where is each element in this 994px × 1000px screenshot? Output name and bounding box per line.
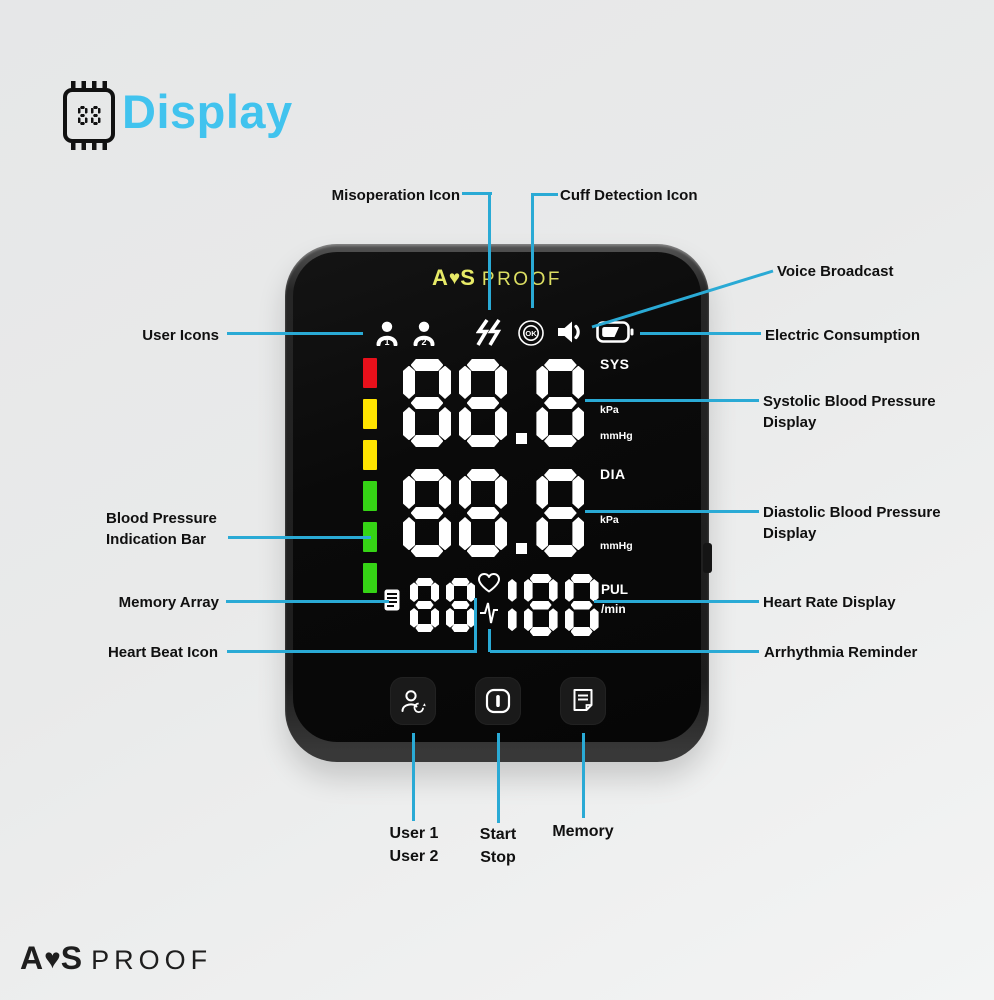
pul-unit: /min (601, 602, 626, 616)
callout-electric-consumption-label: Electric Consumption (765, 327, 921, 344)
arrhythmia-ecg-icon (480, 602, 498, 624)
button-label-start-stop: Start Stop (479, 826, 517, 866)
dia-label: DIA (600, 466, 626, 482)
callout-line-heart-beat-v (474, 598, 477, 653)
sys-unit-mmhg: mmHg (600, 430, 633, 442)
callout-memory-array-label: Memory Array (118, 594, 219, 611)
memory-array-icon (384, 589, 400, 611)
user-2-icon: 2 (413, 321, 435, 346)
page-title: Display (122, 85, 293, 138)
user-1-icon: 1 (376, 321, 398, 346)
memory-button-icon (573, 689, 593, 711)
callout-line-memory-button (582, 733, 585, 818)
svg-text:1: 1 (384, 337, 389, 346)
svg-text:2: 2 (421, 337, 426, 346)
user-switch-icon (401, 690, 426, 713)
brand-letter-a: A (432, 265, 449, 290)
memory-button[interactable] (560, 677, 606, 725)
callout-line-diastolic (585, 510, 759, 513)
heart-logo-icon: ♥ (448, 268, 461, 289)
sys-reading-digits (403, 359, 585, 447)
sys-unit-kpa: kPa (600, 404, 619, 416)
pulse-reading-digits (504, 574, 599, 636)
heart-beat-icon (478, 573, 500, 593)
callout-line-memory-array (226, 600, 389, 603)
callout-line-cuff-v (531, 193, 534, 308)
button-label-user: User 1 User 2 (389, 825, 439, 865)
callout-line-user-icons (227, 332, 363, 335)
callout-arrhythmia-label: Arrhythmia Reminder (764, 644, 918, 661)
callout-line-heart-rate (594, 600, 759, 603)
device-side-button[interactable] (703, 543, 712, 573)
dia-unit-kpa: kPa (600, 514, 619, 526)
callout-bp-bar-label: Blood Pressure Indication Bar (106, 510, 217, 548)
dia-reading-digits (403, 469, 585, 557)
callout-line-start-button (497, 733, 500, 823)
callout-line-user-button (412, 733, 415, 821)
brand-letter-s: S (460, 265, 476, 290)
callout-line-misoperation (462, 192, 492, 195)
cuff-detection-icon: OK (518, 320, 544, 346)
battery-icon (596, 321, 634, 343)
pul-label: PUL (601, 582, 628, 597)
callout-line-heart-beat (227, 650, 477, 653)
callout-cuff-detection-label: Cuff Detection Icon (560, 187, 698, 204)
memory-count-digits (410, 578, 475, 632)
chip-digits (77, 106, 101, 125)
callout-misoperation-label: Misoperation Icon (331, 187, 460, 204)
watermark-letter-a: A (20, 940, 45, 976)
callout-diastolic-label: Diastolic Blood Pressure Display (763, 504, 941, 542)
callout-line-voice (591, 269, 774, 329)
callout-heart-rate-label: Heart Rate Display (763, 594, 896, 611)
start-stop-icon (485, 688, 511, 714)
svg-text:OK: OK (525, 329, 537, 338)
watermark-letter-s: S (60, 940, 84, 976)
watermark-thin-text: PROOF (91, 945, 213, 975)
sys-label: SYS (600, 356, 630, 372)
callout-line-cuff (531, 193, 558, 196)
display-chip-icon (63, 81, 115, 150)
callout-line-arrhythmia (490, 650, 759, 653)
callout-line-misoperation-v (488, 192, 491, 310)
callout-line-electric (640, 332, 761, 335)
brand-watermark: A♥S PROOF (20, 940, 212, 977)
watermark-heart-icon: ♥ (44, 943, 61, 974)
misoperation-flash-icon (476, 318, 502, 346)
callout-line-arrhythmia-v (488, 629, 491, 652)
callout-systolic-label: Systolic Blood Pressure Display (763, 393, 936, 431)
user-switch-button[interactable] (390, 677, 436, 725)
button-label-memory: Memory (552, 823, 614, 840)
callout-user-icons-label: User Icons (142, 327, 219, 344)
start-stop-button[interactable] (475, 677, 521, 725)
bp-indication-bar (363, 358, 377, 604)
device-brand-logo: A♥S PROOF (293, 265, 701, 291)
brand-thin-text: PROOF (481, 269, 562, 290)
callout-heart-beat-label: Heart Beat Icon (107, 644, 218, 661)
callout-voice-broadcast-label: Voice Broadcast (777, 263, 894, 280)
callout-line-systolic (585, 399, 759, 402)
voice-speaker-icon (558, 321, 580, 343)
dia-unit-mmhg: mmHg (600, 540, 633, 552)
callout-line-bp-bar (228, 536, 371, 539)
